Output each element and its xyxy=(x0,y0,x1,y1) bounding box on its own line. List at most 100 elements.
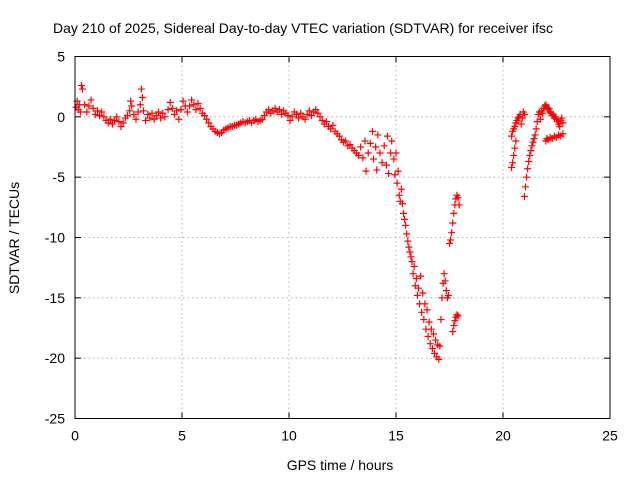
data-point xyxy=(402,221,410,229)
data-point xyxy=(134,108,142,116)
x-tick-label: 5 xyxy=(178,428,186,444)
data-point xyxy=(284,112,292,120)
y-tick-label: 0 xyxy=(57,109,65,125)
data-point xyxy=(420,316,428,324)
data-point xyxy=(426,340,434,348)
data-point xyxy=(511,122,519,130)
data-point xyxy=(536,115,544,123)
data-point xyxy=(520,192,528,200)
data-point xyxy=(271,104,279,112)
plot-frame xyxy=(74,56,611,419)
data-point xyxy=(78,85,86,93)
data-point xyxy=(450,322,458,330)
data-point xyxy=(159,109,167,117)
data-point xyxy=(127,97,135,105)
data-point xyxy=(410,262,418,270)
data-point xyxy=(346,141,354,149)
data-point xyxy=(368,127,376,135)
data-point xyxy=(530,135,538,143)
data-point xyxy=(355,151,363,159)
data-point xyxy=(177,106,185,114)
data-point xyxy=(200,112,208,120)
data-point xyxy=(87,96,95,104)
data-point xyxy=(123,112,131,120)
data-point xyxy=(404,237,412,245)
data-point xyxy=(152,112,160,120)
data-point xyxy=(111,116,119,124)
data-point xyxy=(364,149,372,157)
data-point xyxy=(108,120,116,128)
data-point xyxy=(104,119,112,127)
data-point xyxy=(301,115,309,123)
data-point xyxy=(448,229,456,237)
data-point xyxy=(265,106,273,114)
data-point xyxy=(203,115,211,123)
data-point xyxy=(518,114,526,122)
data-point xyxy=(126,107,134,115)
data-point xyxy=(510,151,518,159)
data-point xyxy=(188,96,196,104)
data-point xyxy=(447,236,455,244)
data-point xyxy=(361,137,369,145)
x-tick-label: 15 xyxy=(388,428,404,444)
data-point xyxy=(388,137,396,145)
data-point xyxy=(378,159,386,167)
data-point xyxy=(168,104,176,112)
data-point xyxy=(166,98,174,106)
data-point xyxy=(417,272,425,280)
data-point xyxy=(407,253,415,261)
data-point xyxy=(113,113,121,121)
data-point xyxy=(142,116,150,124)
data-point xyxy=(322,118,330,126)
data-point xyxy=(520,110,528,118)
data-point xyxy=(106,115,114,123)
data-point xyxy=(414,284,422,292)
data-point xyxy=(179,97,187,105)
y-tick-label: 5 xyxy=(57,49,65,65)
data-point xyxy=(318,116,326,124)
data-point xyxy=(390,155,398,163)
data-point xyxy=(139,107,147,115)
data-point xyxy=(100,113,108,121)
data-point xyxy=(511,144,519,152)
data-point xyxy=(366,139,374,147)
data-point xyxy=(532,125,540,133)
data-point xyxy=(376,149,384,157)
data-point xyxy=(312,106,320,114)
data-point xyxy=(76,108,84,116)
data-point xyxy=(297,109,305,117)
data-point xyxy=(432,336,440,344)
data-point xyxy=(425,318,433,326)
data-point xyxy=(91,110,99,118)
data-point xyxy=(401,215,409,223)
data-point xyxy=(446,240,453,248)
data-point xyxy=(393,179,401,187)
y-tick-labels: -25 -20 -15 -10 -5 0 5 xyxy=(45,49,65,427)
data-point xyxy=(286,116,294,124)
data-point xyxy=(148,109,156,117)
data-point xyxy=(509,159,517,167)
data-point xyxy=(295,114,303,122)
data-point xyxy=(205,119,213,127)
data-point xyxy=(335,132,343,140)
data-points xyxy=(72,81,567,363)
data-point xyxy=(449,219,457,227)
data-point xyxy=(171,110,179,118)
data-point xyxy=(431,349,439,357)
data-point xyxy=(435,355,443,363)
data-point xyxy=(412,275,420,283)
data-point xyxy=(154,108,162,116)
data-point xyxy=(372,143,380,151)
data-point xyxy=(137,85,145,93)
data-point xyxy=(405,243,413,251)
data-point xyxy=(428,345,436,353)
data-point xyxy=(508,132,516,140)
data-point xyxy=(329,121,337,129)
data-point xyxy=(362,167,370,175)
data-point xyxy=(382,161,390,169)
data-point xyxy=(164,106,172,114)
data-point xyxy=(451,317,459,325)
data-point xyxy=(429,330,437,338)
data-point xyxy=(517,120,525,128)
data-point xyxy=(399,209,407,217)
